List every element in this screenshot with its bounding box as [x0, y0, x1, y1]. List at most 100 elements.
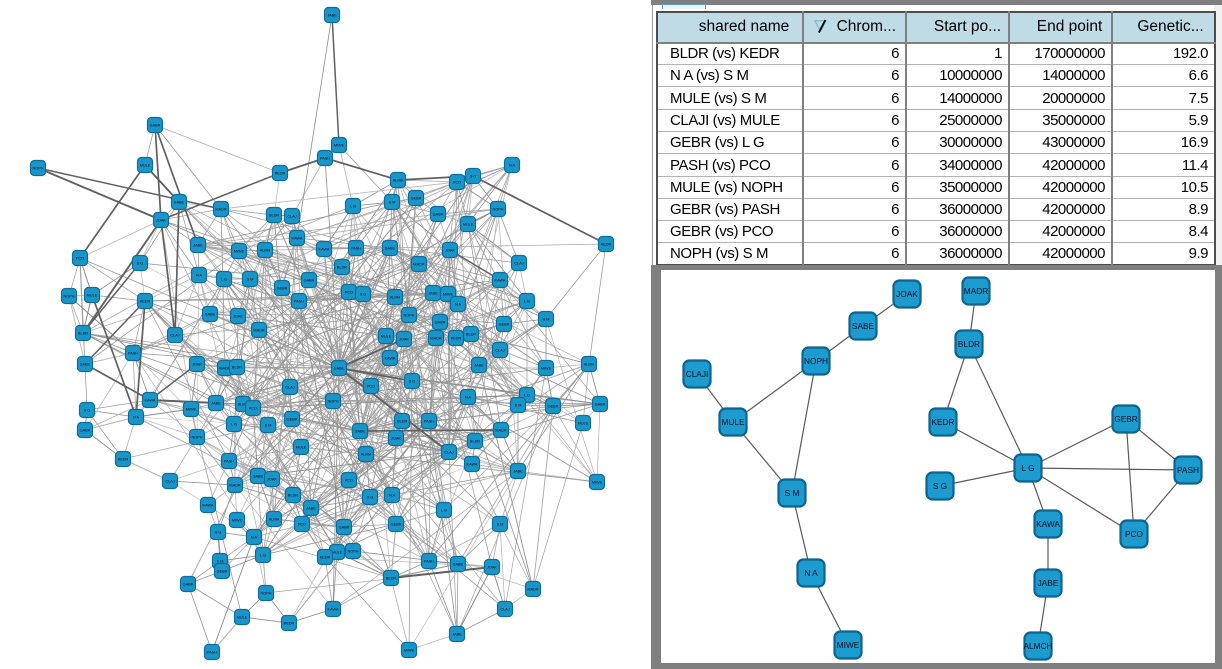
svg-text:SABE: SABE — [355, 430, 366, 434]
svg-text:PASH: PASH — [294, 300, 304, 304]
svg-text:S G: S G — [84, 409, 91, 413]
svg-text:S M: S M — [265, 424, 272, 428]
svg-text:N A: N A — [465, 396, 472, 400]
svg-text:GABR: GABR — [304, 279, 315, 283]
svg-text:S G: S G — [215, 531, 222, 535]
svg-text:GEBR: GEBR — [217, 570, 228, 574]
svg-text:GABR: GABR — [339, 526, 350, 530]
svg-text:N A: N A — [455, 303, 462, 307]
svg-text:S M: S M — [217, 560, 224, 564]
svg-text:GABR: GABR — [433, 213, 444, 217]
svg-text:PASH: PASH — [351, 247, 361, 251]
svg-text:MULE: MULE — [87, 294, 98, 298]
svg-text:SABE: SABE — [80, 363, 91, 367]
svg-text:N A: N A — [196, 274, 203, 278]
svg-text:JOAK: JOAK — [391, 437, 401, 441]
svg-text:NOPH: NOPH — [348, 550, 359, 554]
svg-text:NOPH: NOPH — [404, 314, 415, 318]
svg-text:CLAJ: CLAJ — [500, 608, 509, 612]
svg-text:PASH: PASH — [128, 352, 138, 356]
svg-text:MADR: MADR — [430, 337, 441, 341]
svg-text:MULE: MULE — [140, 164, 151, 168]
svg-text:CLAJ: CLAJ — [285, 386, 294, 390]
svg-text:JOAK: JOAK — [445, 249, 455, 253]
svg-text:MIWE: MIWE — [443, 293, 454, 297]
svg-text:N A: N A — [133, 416, 140, 420]
svg-text:JABE: JABE — [474, 364, 484, 368]
svg-text:JOAK: JOAK — [399, 338, 409, 342]
svg-text:GABR: GABR — [595, 403, 606, 407]
svg-text:MADR: MADR — [215, 208, 226, 212]
svg-text:JOAK: JOAK — [156, 219, 166, 223]
svg-text:PCO: PCO — [249, 407, 257, 411]
svg-text:MADR: MADR — [964, 286, 988, 296]
svg-text:MULE: MULE — [381, 335, 392, 339]
svg-text:JABE: JABE — [211, 402, 221, 406]
svg-text:PCO: PCO — [1125, 529, 1144, 539]
svg-text:KAWA: KAWA — [319, 248, 330, 252]
svg-text:CLAJ: CLAJ — [170, 334, 179, 338]
svg-text:KEDR: KEDR — [284, 622, 295, 626]
svg-text:S G: S G — [933, 481, 947, 491]
svg-text:ALMH: ALMH — [393, 179, 404, 183]
svg-text:MADR: MADR — [219, 367, 230, 371]
svg-text:JOAK: JOAK — [233, 315, 243, 319]
svg-text:MULE: MULE — [237, 616, 248, 620]
svg-text:PASH: PASH — [320, 157, 330, 161]
svg-text:SABE: SABE — [385, 247, 396, 251]
svg-text:S G: S G — [470, 175, 477, 179]
svg-text:MIWE: MIWE — [186, 408, 197, 412]
svg-text:KEDR: KEDR — [931, 417, 954, 427]
svg-text:KAWA: KAWA — [467, 463, 478, 467]
svg-text:BLDR: BLDR — [232, 366, 242, 370]
svg-text:MADR: MADR — [495, 429, 506, 433]
svg-text:MIWE: MIWE — [234, 250, 245, 254]
svg-text:JOAK: JOAK — [896, 289, 918, 299]
svg-text:BLDR: BLDR — [337, 266, 347, 270]
svg-text:CLAJ: CLAJ — [287, 215, 296, 219]
svg-text:SABE: SABE — [253, 475, 264, 479]
svg-text:JOAK: JOAK — [267, 478, 277, 482]
svg-text:KEDR: KEDR — [118, 458, 129, 462]
svg-text:GEBR: GEBR — [1114, 414, 1138, 424]
svg-text:PCO: PCO — [345, 479, 353, 483]
svg-text:SABE: SABE — [205, 313, 216, 317]
svg-text:KAWA: KAWA — [1036, 519, 1060, 529]
svg-text:KEDR: KEDR — [140, 300, 151, 304]
svg-text:BLDR: BLDR — [288, 494, 298, 498]
svg-text:L G: L G — [524, 394, 530, 398]
svg-text:JOAK: JOAK — [192, 363, 202, 367]
svg-text:L G: L G — [260, 554, 266, 558]
svg-text:GABR: GABR — [150, 124, 161, 128]
svg-text:BLDR: BLDR — [269, 214, 279, 218]
svg-text:KEDR: KEDR — [320, 556, 331, 560]
svg-text:L G: L G — [1021, 463, 1034, 473]
svg-text:KEDR: KEDR — [601, 243, 612, 247]
svg-text:MIWE: MIWE — [541, 367, 552, 371]
svg-text:KAWA: KAWA — [495, 279, 506, 283]
svg-text:MIWE: MIWE — [232, 519, 243, 523]
svg-text:NOPH: NOPH — [328, 400, 339, 404]
svg-text:JABE: JABE — [513, 470, 523, 474]
svg-text:CLAJI: CLAJI — [686, 369, 709, 379]
svg-text:SABE: SABE — [453, 563, 464, 567]
svg-text:S M: S M — [389, 201, 396, 205]
svg-text:MADR: MADR — [413, 263, 424, 267]
svg-text:L G: L G — [350, 205, 356, 209]
svg-text:KEDR: KEDR — [451, 337, 462, 341]
svg-text:S G: S G — [409, 380, 416, 384]
svg-text:ALMH: ALMH — [361, 453, 372, 457]
svg-text:JOAK: JOAK — [487, 566, 497, 570]
svg-text:ALMH: ALMH — [238, 403, 249, 407]
svg-text:L G: L G — [221, 278, 227, 282]
svg-text:S G: S G — [367, 496, 374, 500]
svg-text:KAWA: KAWA — [385, 357, 396, 361]
svg-text:JABE: JABE — [193, 244, 203, 248]
svg-text:MADR: MADR — [229, 484, 240, 488]
svg-text:ALMH: ALMH — [260, 249, 271, 253]
svg-text:JABE: JABE — [452, 633, 462, 637]
svg-text:GABR: GABR — [435, 321, 446, 325]
svg-text:KAWA: KAWA — [145, 399, 156, 403]
svg-text:N A: N A — [389, 494, 396, 498]
svg-text:PCO: PCO — [345, 291, 353, 295]
